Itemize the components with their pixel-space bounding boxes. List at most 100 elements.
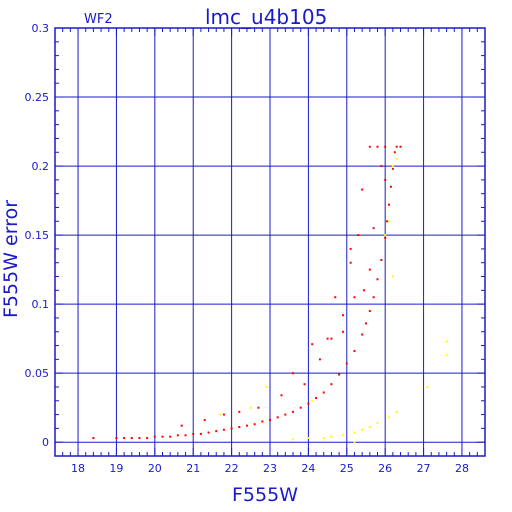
data-point-yellow	[322, 437, 325, 440]
chip-label: WF2	[84, 12, 113, 27]
data-point-red	[203, 419, 206, 422]
data-point-red	[269, 419, 271, 422]
data-point-yellow	[395, 410, 398, 413]
data-point-red	[361, 188, 364, 191]
data-point-red	[123, 437, 126, 440]
data-point-red	[338, 373, 341, 376]
data-point-yellow	[307, 437, 310, 440]
data-point-red	[361, 333, 364, 336]
data-point-red	[353, 296, 356, 299]
data-point-yellow	[368, 426, 371, 429]
data-point-yellow	[426, 385, 429, 388]
data-point-red	[222, 413, 225, 416]
data-point-red	[341, 314, 344, 317]
data-point-yellow	[391, 275, 394, 278]
data-point-red	[207, 431, 210, 434]
data-point-red	[311, 343, 314, 346]
data-point-red	[326, 337, 329, 340]
data-point-yellow	[219, 413, 222, 416]
data-point-yellow	[292, 438, 295, 441]
data-point-red	[253, 423, 256, 426]
x-axis-title: F555W	[232, 484, 298, 506]
data-point-yellow	[265, 385, 268, 388]
data-point-red	[384, 178, 387, 181]
data-point-red	[363, 289, 366, 292]
data-point-red	[284, 413, 287, 416]
data-point-red	[380, 258, 383, 261]
data-point-red	[341, 330, 344, 333]
data-point-red	[245, 424, 248, 427]
data-point-red	[368, 310, 371, 313]
data-point-yellow	[341, 434, 344, 437]
x-tick-label: 21	[186, 462, 200, 475]
data-point-yellow	[353, 431, 356, 434]
data-point-red	[393, 151, 396, 154]
y-tick-label: 0.1	[32, 298, 50, 311]
x-tick-label: 18	[71, 462, 85, 475]
data-point-yellow	[384, 234, 387, 237]
data-point-red	[389, 185, 392, 188]
data-point-red	[280, 394, 283, 397]
data-point-red	[353, 350, 356, 353]
data-point-red	[376, 145, 379, 148]
x-tick-label: 26	[378, 462, 392, 475]
data-point-red	[292, 410, 295, 413]
data-point-yellow	[330, 435, 333, 438]
data-point-yellow	[249, 406, 252, 409]
data-point-yellow	[391, 165, 394, 168]
data-point-red	[161, 435, 164, 438]
data-point-yellow	[353, 441, 356, 444]
data-point-red	[184, 434, 187, 437]
axis-ticks	[54, 27, 486, 456]
data-point-red	[322, 391, 325, 394]
data-point-yellow	[361, 428, 364, 431]
data-point-red	[261, 420, 264, 423]
data-point-red	[376, 278, 379, 281]
data-point-red	[92, 437, 95, 440]
data-point-red	[368, 145, 371, 148]
data-point-yellow	[445, 340, 448, 343]
data-point-red	[238, 426, 241, 429]
data-point-red	[357, 234, 360, 237]
data-point-red	[380, 165, 383, 168]
y-tick-label: 0.3	[32, 22, 50, 35]
x-tick-label: 25	[340, 462, 354, 475]
data-point-red	[230, 427, 233, 430]
data-point-red	[146, 437, 149, 440]
data-point-red	[238, 410, 241, 413]
data-point-yellow	[388, 416, 391, 419]
x-tick-label: 28	[455, 462, 469, 475]
data-point-red	[115, 437, 118, 440]
y-axis-title: F555W error	[0, 200, 22, 318]
data-point-red	[303, 383, 306, 386]
data-point-red	[130, 437, 133, 440]
data-point-red	[176, 434, 179, 437]
data-point-red	[292, 372, 295, 375]
data-point-red	[222, 428, 225, 431]
data-point-yellow	[395, 158, 398, 161]
data-point-red	[368, 268, 371, 271]
data-point-red	[334, 296, 337, 299]
data-point-red	[391, 167, 394, 170]
data-point-red	[169, 435, 172, 438]
data-point-red	[399, 145, 402, 148]
data-point-red	[388, 203, 391, 206]
chart-title: lmc_u4b105	[205, 5, 327, 29]
tick-labels: 18 19 20 21 22 23 24 25 26 27 28 0 0.05 0.1 0.15 0.2 0.2…	[25, 22, 469, 475]
data-point-red	[330, 383, 333, 386]
x-tick-label: 27	[417, 462, 431, 475]
data-point-red	[257, 406, 260, 409]
x-tick-label: 24	[301, 462, 315, 475]
data-point-red	[345, 362, 348, 365]
y-tick-label: 0.2	[32, 160, 50, 173]
data-point-red	[372, 296, 375, 299]
data-point-red	[372, 227, 375, 230]
x-tick-label: 23	[263, 462, 277, 475]
data-point-red	[384, 145, 387, 148]
y-tick-label: 0	[42, 436, 49, 449]
x-tick-label: 19	[109, 462, 123, 475]
data-point-red	[349, 261, 352, 264]
data-point-red	[364, 322, 367, 325]
x-tick-label: 22	[225, 462, 239, 475]
